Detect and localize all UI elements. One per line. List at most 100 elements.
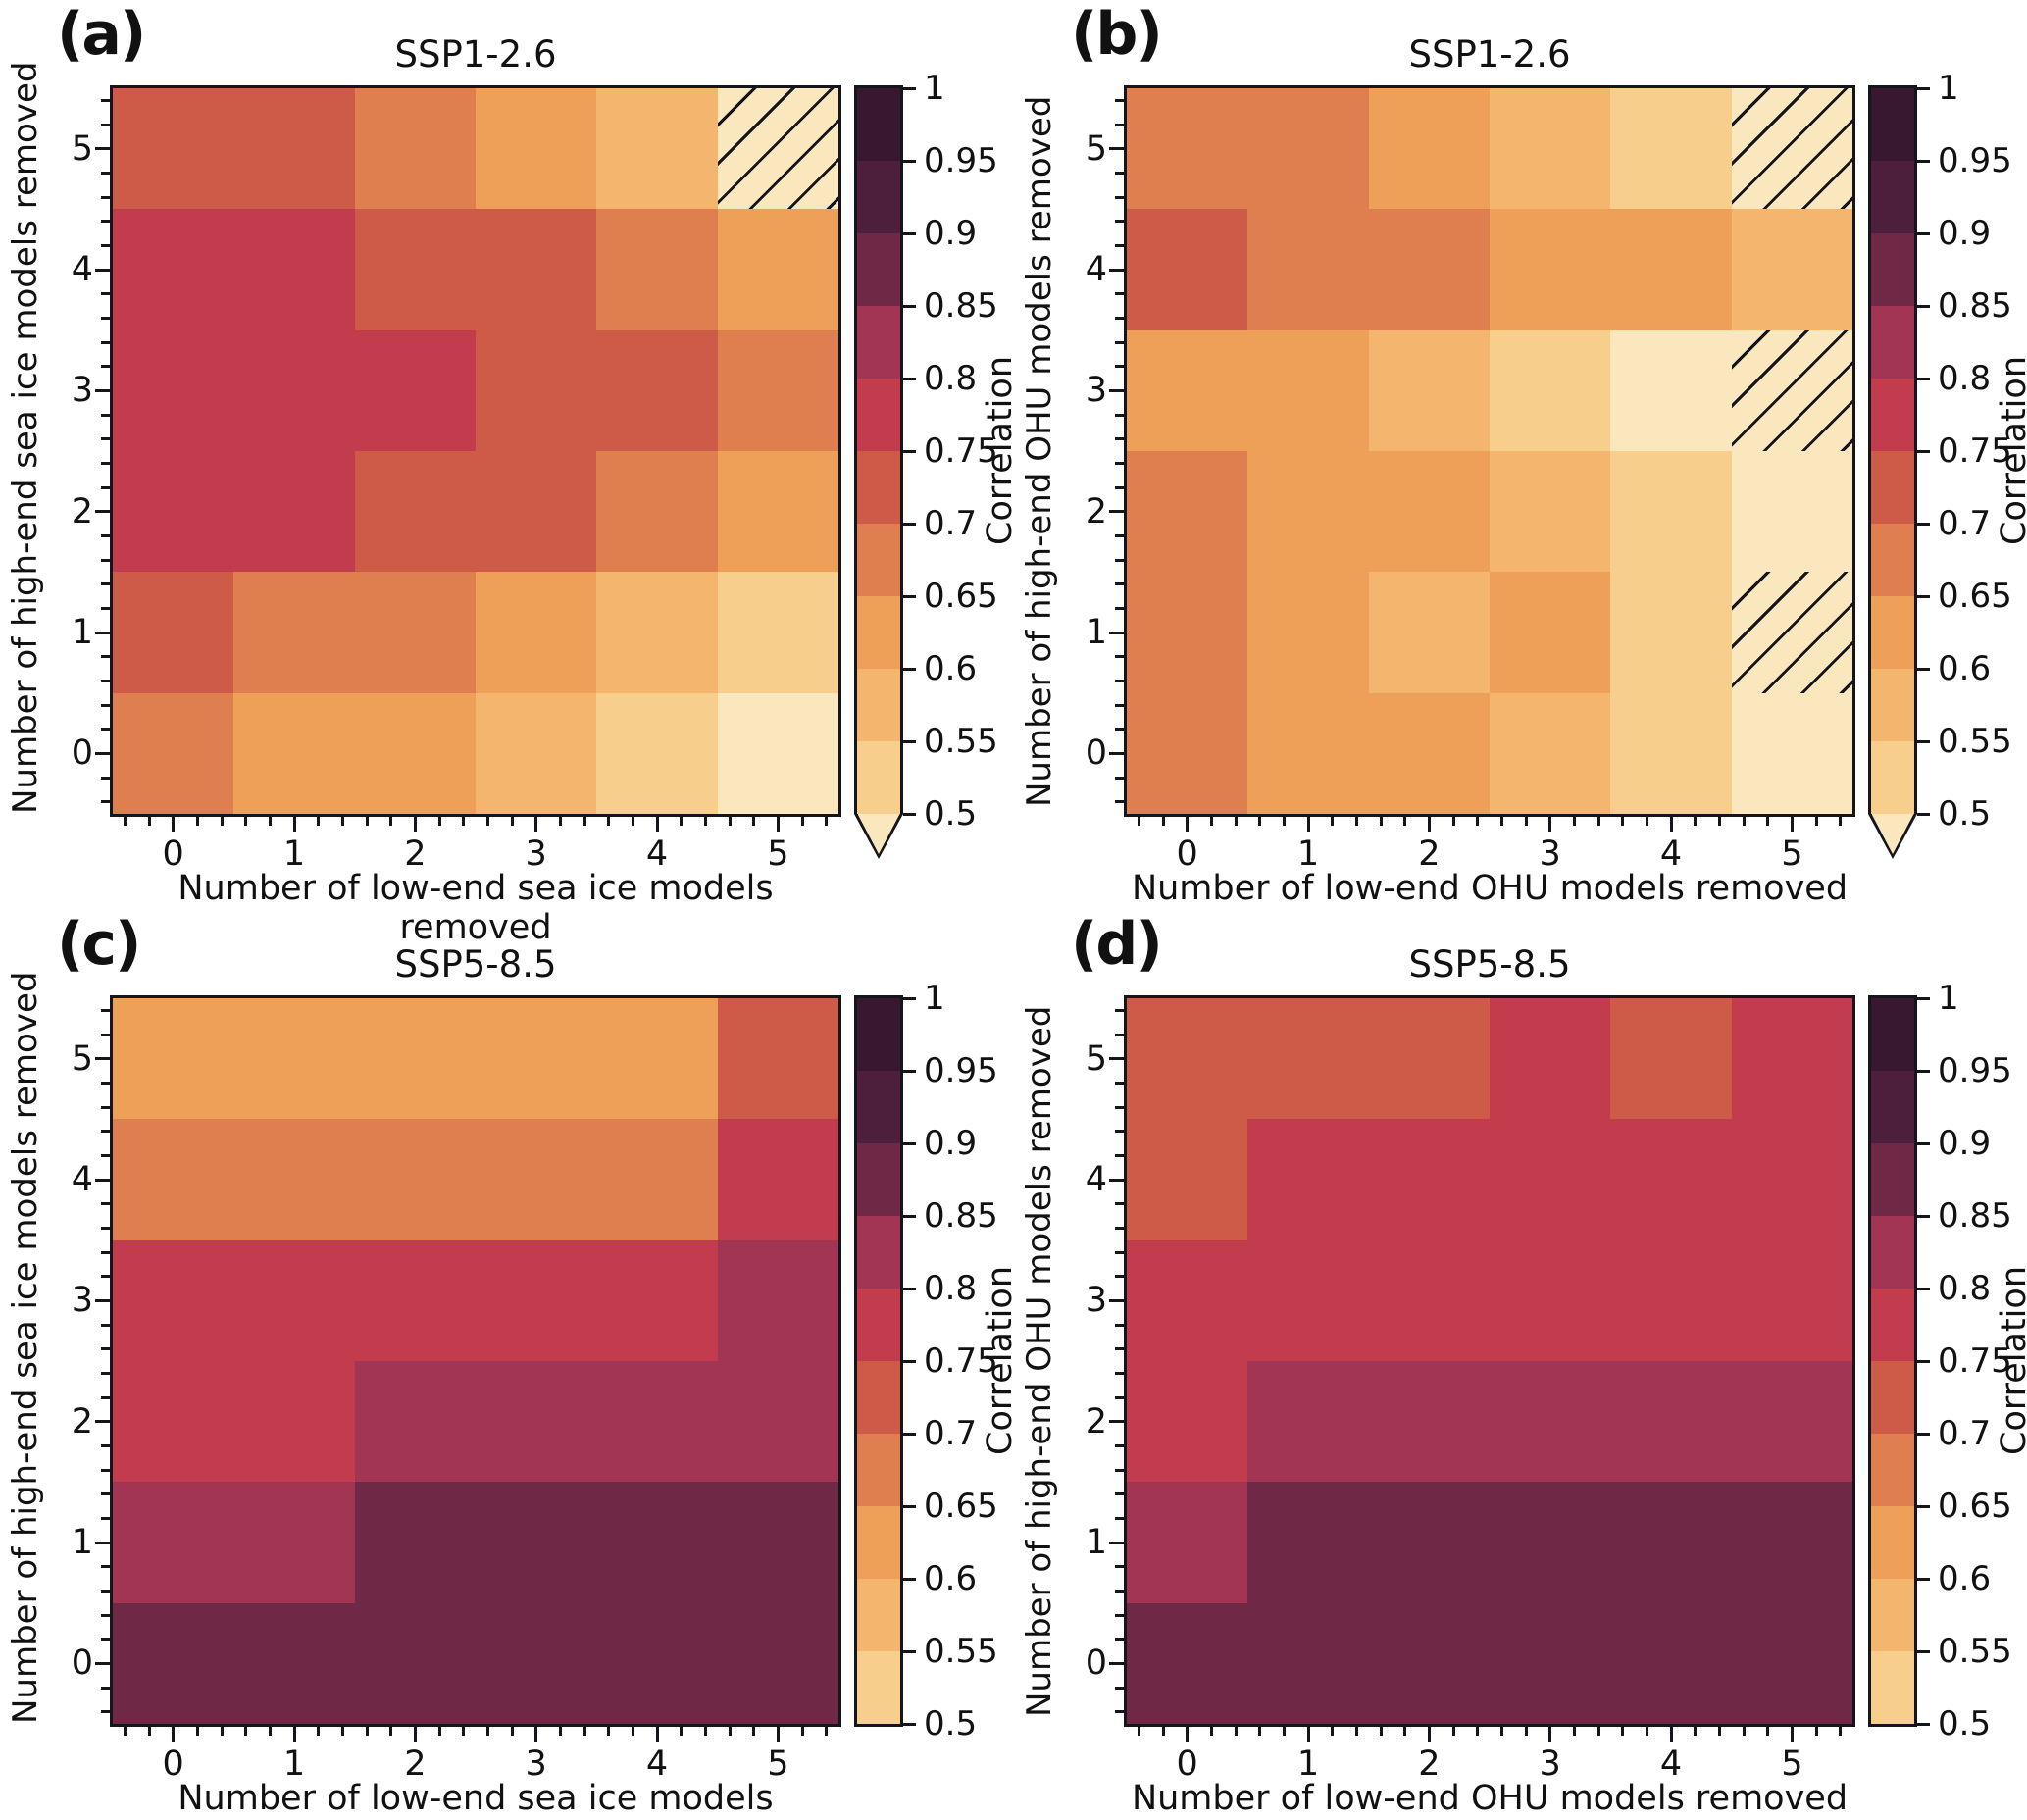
heatmap-cell xyxy=(717,209,838,330)
colorbar-band xyxy=(1871,669,1914,741)
x-tick-major xyxy=(413,817,417,832)
y-tick-major xyxy=(95,268,110,272)
heatmap-cell xyxy=(1731,1361,1852,1483)
x-tick-minor xyxy=(195,1727,199,1736)
heatmap-cell xyxy=(1610,572,1732,693)
y-tick-minor xyxy=(1115,1371,1124,1375)
colorbar-tick-label: 0.7 xyxy=(1938,504,1992,543)
heatmap-cell xyxy=(476,451,597,573)
x-tick-minor xyxy=(1742,817,1746,826)
x-tick-minor xyxy=(123,1727,127,1736)
x-tick-minor xyxy=(825,1727,829,1736)
x-tick-minor xyxy=(800,817,804,826)
x-tick-minor xyxy=(1524,1727,1528,1736)
x-tick-label: 3 xyxy=(1539,1744,1561,1784)
colorbar-tick xyxy=(1917,1722,1930,1726)
colorbar-tick-label: 0.85 xyxy=(924,1196,998,1236)
y-axis-label: Number of high-end OHU models removed xyxy=(1020,95,1059,807)
colorbar-band xyxy=(857,306,900,379)
x-tick-label: 1 xyxy=(1296,834,1320,874)
colorbar-tick xyxy=(1917,304,1930,308)
y-tick-major xyxy=(95,147,110,151)
heatmap-cell xyxy=(1490,209,1611,330)
y-tick-minor xyxy=(1115,1468,1124,1472)
colorbar xyxy=(854,995,903,1727)
x-tick-minor xyxy=(340,817,344,826)
y-tick-major xyxy=(95,631,110,634)
x-tick-major xyxy=(1186,817,1190,832)
x-tick-minor xyxy=(365,817,369,826)
heatmap xyxy=(110,85,841,817)
colorbar-tick-label: 0.85 xyxy=(1938,286,2012,326)
colorbar-tick-label: 0.9 xyxy=(1938,1124,1992,1163)
heatmap-cell xyxy=(476,209,597,330)
y-tick-label: 4 xyxy=(1085,1160,1107,1199)
colorbar-tick-label: 1 xyxy=(1938,69,1959,108)
colorbar-tick xyxy=(1917,231,1930,235)
x-tick-minor xyxy=(1766,1727,1770,1736)
heatmap-cell xyxy=(717,692,838,814)
x-tick-label: 3 xyxy=(1539,834,1561,874)
heatmap-cell xyxy=(1610,209,1732,330)
heatmap-cell xyxy=(233,572,355,693)
colorbar-tick xyxy=(903,304,916,308)
heatmap-cell xyxy=(1127,998,1248,1120)
heatmap-cell xyxy=(354,1482,476,1603)
colorbar-tick xyxy=(903,86,916,90)
heatmap-cell xyxy=(1490,1239,1611,1361)
y-tick-label: 5 xyxy=(1085,1038,1107,1079)
x-tick-label: 0 xyxy=(1176,1744,1198,1784)
colorbar-tick xyxy=(903,996,916,1000)
y-tick-minor xyxy=(1115,1275,1124,1279)
heatmap-cell xyxy=(1731,209,1852,330)
heatmap-cell xyxy=(354,1239,476,1361)
y-axis-label: Number of high-end sea ice models remove… xyxy=(6,61,45,814)
colorbar-tick-label: 0.7 xyxy=(924,504,978,543)
heatmap-cell xyxy=(233,209,355,330)
x-tick-major xyxy=(776,817,780,832)
x-tick-label: 3 xyxy=(525,834,547,874)
y-tick-minor xyxy=(1115,461,1124,465)
heatmap-cell xyxy=(1610,329,1732,451)
y-tick-major xyxy=(95,1298,110,1302)
x-tick-major xyxy=(776,1727,780,1742)
y-tick-minor xyxy=(101,1153,110,1157)
colorbar-tick xyxy=(1917,159,1930,163)
panel-title: SSP5-8.5 xyxy=(394,943,557,986)
y-tick-major xyxy=(95,1057,110,1061)
colorbar-tick xyxy=(1917,377,1930,380)
x-tick-label: 4 xyxy=(1659,834,1683,874)
colorbar-band xyxy=(857,1361,900,1434)
x-tick-minor xyxy=(485,817,489,826)
x-tick-minor xyxy=(1137,1727,1140,1736)
y-tick-minor xyxy=(101,1275,110,1279)
x-tick-minor xyxy=(1596,1727,1600,1736)
heatmap-cell xyxy=(233,1602,355,1724)
y-tick-label: 1 xyxy=(71,1523,93,1562)
heatmap-cell xyxy=(717,572,838,693)
x-tick-minor xyxy=(1451,1727,1455,1736)
x-tick-major xyxy=(534,1727,538,1742)
panel-letter: (b) xyxy=(1071,0,1163,69)
x-tick-minor xyxy=(1282,1727,1286,1736)
x-axis-label: Number of low-end OHU models removed xyxy=(1131,1779,1849,1818)
colorbar-tick xyxy=(1917,449,1930,453)
y-tick-minor xyxy=(1115,1008,1124,1012)
y-tick-minor xyxy=(101,123,110,126)
colorbar-band xyxy=(857,669,900,741)
heatmap-cell xyxy=(1610,1239,1732,1361)
heatmap-cell xyxy=(1368,209,1490,330)
x-tick-minor xyxy=(1572,1727,1576,1736)
y-tick-minor xyxy=(1115,485,1124,489)
x-tick-minor xyxy=(317,817,321,826)
heatmap-cell xyxy=(1247,572,1369,693)
x-tick-minor xyxy=(680,1727,684,1736)
x-tick-minor xyxy=(583,1727,586,1736)
colorbar-band xyxy=(1871,1071,1914,1143)
heatmap-cell xyxy=(113,572,234,693)
x-tick-minor xyxy=(389,817,393,826)
y-tick-minor xyxy=(1115,316,1124,320)
heatmap-cell xyxy=(1610,1602,1732,1724)
x-tick-major xyxy=(1548,1727,1552,1742)
colorbar-tick xyxy=(903,159,916,163)
